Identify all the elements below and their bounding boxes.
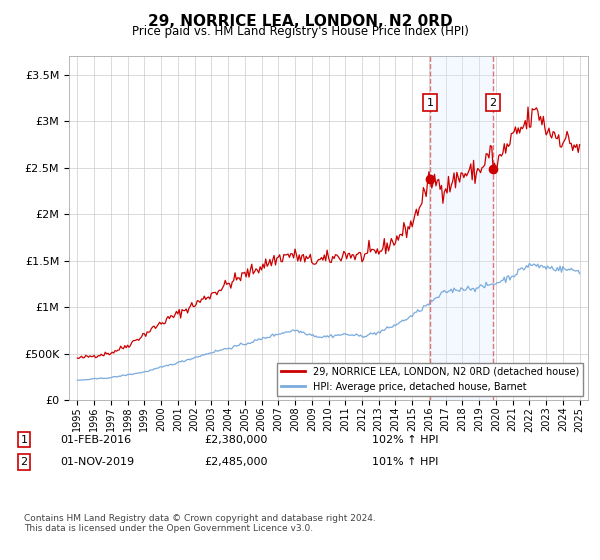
Text: £2,380,000: £2,380,000 — [204, 435, 268, 445]
Text: 1: 1 — [427, 97, 434, 108]
Text: Contains HM Land Registry data © Crown copyright and database right 2024.
This d: Contains HM Land Registry data © Crown c… — [24, 514, 376, 533]
Text: 2: 2 — [490, 97, 497, 108]
Text: 01-FEB-2016: 01-FEB-2016 — [60, 435, 131, 445]
Text: 1: 1 — [20, 435, 28, 445]
Text: 102% ↑ HPI: 102% ↑ HPI — [372, 435, 439, 445]
Text: 01-NOV-2019: 01-NOV-2019 — [60, 457, 134, 467]
Legend: 29, NORRICE LEA, LONDON, N2 0RD (detached house), HPI: Average price, detached h: 29, NORRICE LEA, LONDON, N2 0RD (detache… — [277, 363, 583, 395]
Text: 29, NORRICE LEA, LONDON, N2 0RD: 29, NORRICE LEA, LONDON, N2 0RD — [148, 14, 452, 29]
Text: 101% ↑ HPI: 101% ↑ HPI — [372, 457, 439, 467]
Text: Price paid vs. HM Land Registry's House Price Index (HPI): Price paid vs. HM Land Registry's House … — [131, 25, 469, 38]
Text: £2,485,000: £2,485,000 — [204, 457, 268, 467]
Bar — [430, 56, 493, 400]
Text: 2: 2 — [20, 457, 28, 467]
